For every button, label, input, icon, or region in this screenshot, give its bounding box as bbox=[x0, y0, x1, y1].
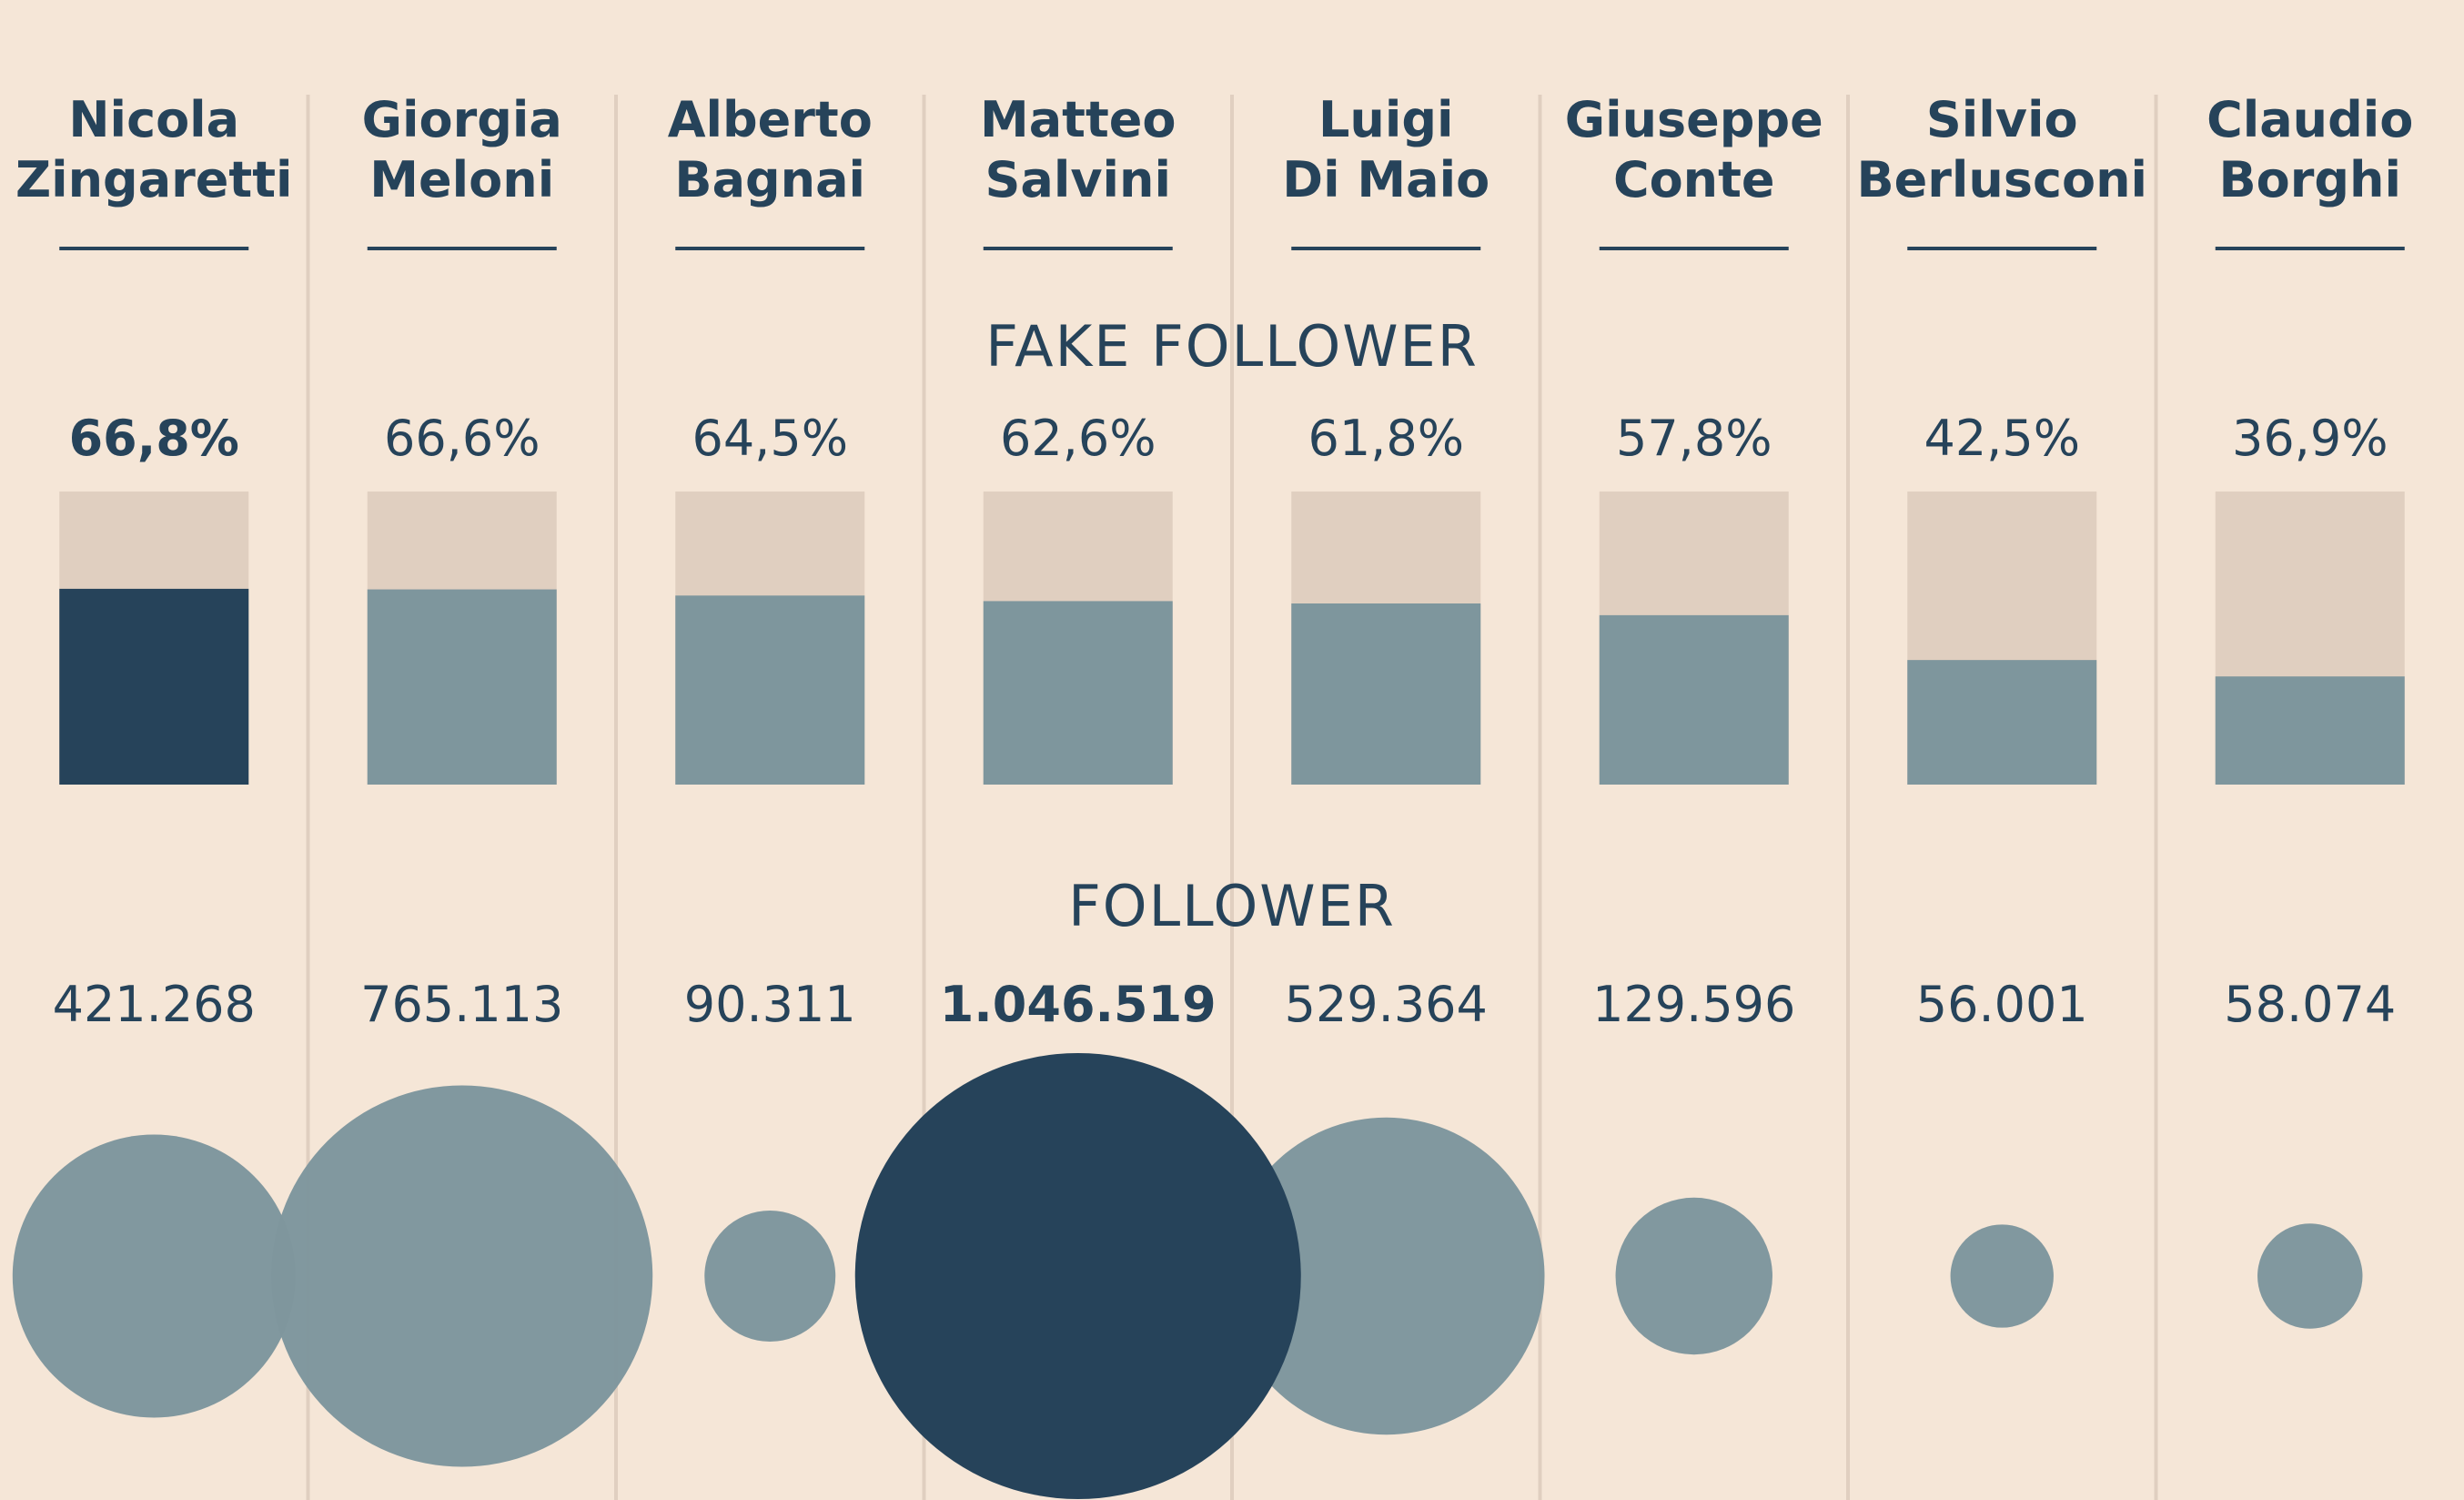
follower-bubble bbox=[12, 1134, 296, 1418]
politician-name: Di Maio bbox=[1282, 151, 1490, 208]
politician-name: Matteo bbox=[980, 91, 1176, 148]
politician-name: Nicola bbox=[68, 91, 239, 148]
follower-count-label: 421.268 bbox=[53, 976, 256, 1033]
follower-bubble bbox=[1615, 1197, 1772, 1355]
fake-percent-label: 66,6% bbox=[384, 410, 540, 467]
follower-bubble bbox=[1227, 1117, 1545, 1435]
politician-name: Giorgia bbox=[362, 91, 562, 148]
follower-count-label: 129.596 bbox=[1592, 976, 1795, 1033]
follower-bubble bbox=[271, 1085, 653, 1467]
follower-title: FOLLOWER bbox=[1068, 873, 1396, 939]
politician-name: Silvio bbox=[1926, 91, 2078, 148]
fake-percent-label: 57,8% bbox=[1616, 410, 1772, 467]
fake-follower-bar bbox=[675, 595, 865, 785]
fake-follower-bar bbox=[2215, 676, 2405, 785]
politician-name: Meloni bbox=[369, 151, 554, 208]
follower-count-label: 765.113 bbox=[360, 976, 563, 1033]
politician-name: Salvini bbox=[985, 151, 1171, 208]
politician-name: Berlusconi bbox=[1856, 151, 2147, 208]
politician-name: Borghi bbox=[2219, 151, 2402, 208]
fake-percent-label: 61,8% bbox=[1308, 410, 1464, 467]
follower-bubble bbox=[2257, 1223, 2363, 1329]
fake-percent-label: 36,9% bbox=[2232, 410, 2388, 467]
follower-bubbles bbox=[12, 1053, 2363, 1499]
politician-name: Bagnai bbox=[674, 151, 865, 208]
politician-name: Zingaretti bbox=[15, 151, 293, 208]
politician-name: Conte bbox=[1613, 151, 1775, 208]
fake-follower-bar bbox=[59, 588, 249, 785]
politician-name: Alberto bbox=[668, 91, 873, 148]
fake-percent-label: 42,5% bbox=[1924, 410, 2080, 467]
fake-follower-bar bbox=[1599, 614, 1789, 785]
fake-follower-bars bbox=[59, 492, 2405, 785]
politician-name: Giuseppe bbox=[1565, 91, 1823, 148]
fake-follower-title: FAKE FOLLOWER bbox=[985, 313, 1479, 380]
fake-percent-label: 64,5% bbox=[692, 410, 848, 467]
column-dividers bbox=[306, 95, 2158, 1500]
fake-percent-label: 66,8% bbox=[69, 410, 239, 467]
fake-follower-bar bbox=[1291, 603, 1481, 785]
follower-bubble bbox=[1950, 1224, 2054, 1328]
fake-follower-bar bbox=[1907, 660, 2097, 785]
follower-count-label: 1.046.519 bbox=[940, 976, 1217, 1033]
follower-bubble bbox=[854, 1053, 1301, 1499]
fake-percent-labels: 66,8% 66,6% 64,5% 62,6% 61,8% 57,8% 42,5% 36,9% bbox=[69, 410, 2388, 467]
follower-count-label: 529.364 bbox=[1285, 976, 1488, 1033]
follower-count-labels: 421.268 765.113 90.311 1.046.519 529.364 129.… bbox=[53, 976, 2397, 1033]
politician-name: Luigi bbox=[1318, 91, 1454, 148]
fake-follower-bar bbox=[367, 589, 557, 785]
politician-name: Claudio bbox=[2206, 91, 2413, 148]
follower-count-label: 90.311 bbox=[684, 976, 856, 1033]
fake-follower-bar bbox=[983, 601, 1173, 785]
follower-count-label: 58.074 bbox=[2224, 976, 2396, 1033]
follower-count-label: 56.001 bbox=[1916, 976, 2088, 1033]
follower-bubble bbox=[704, 1211, 836, 1342]
fake-percent-label: 62,6% bbox=[1000, 410, 1156, 467]
